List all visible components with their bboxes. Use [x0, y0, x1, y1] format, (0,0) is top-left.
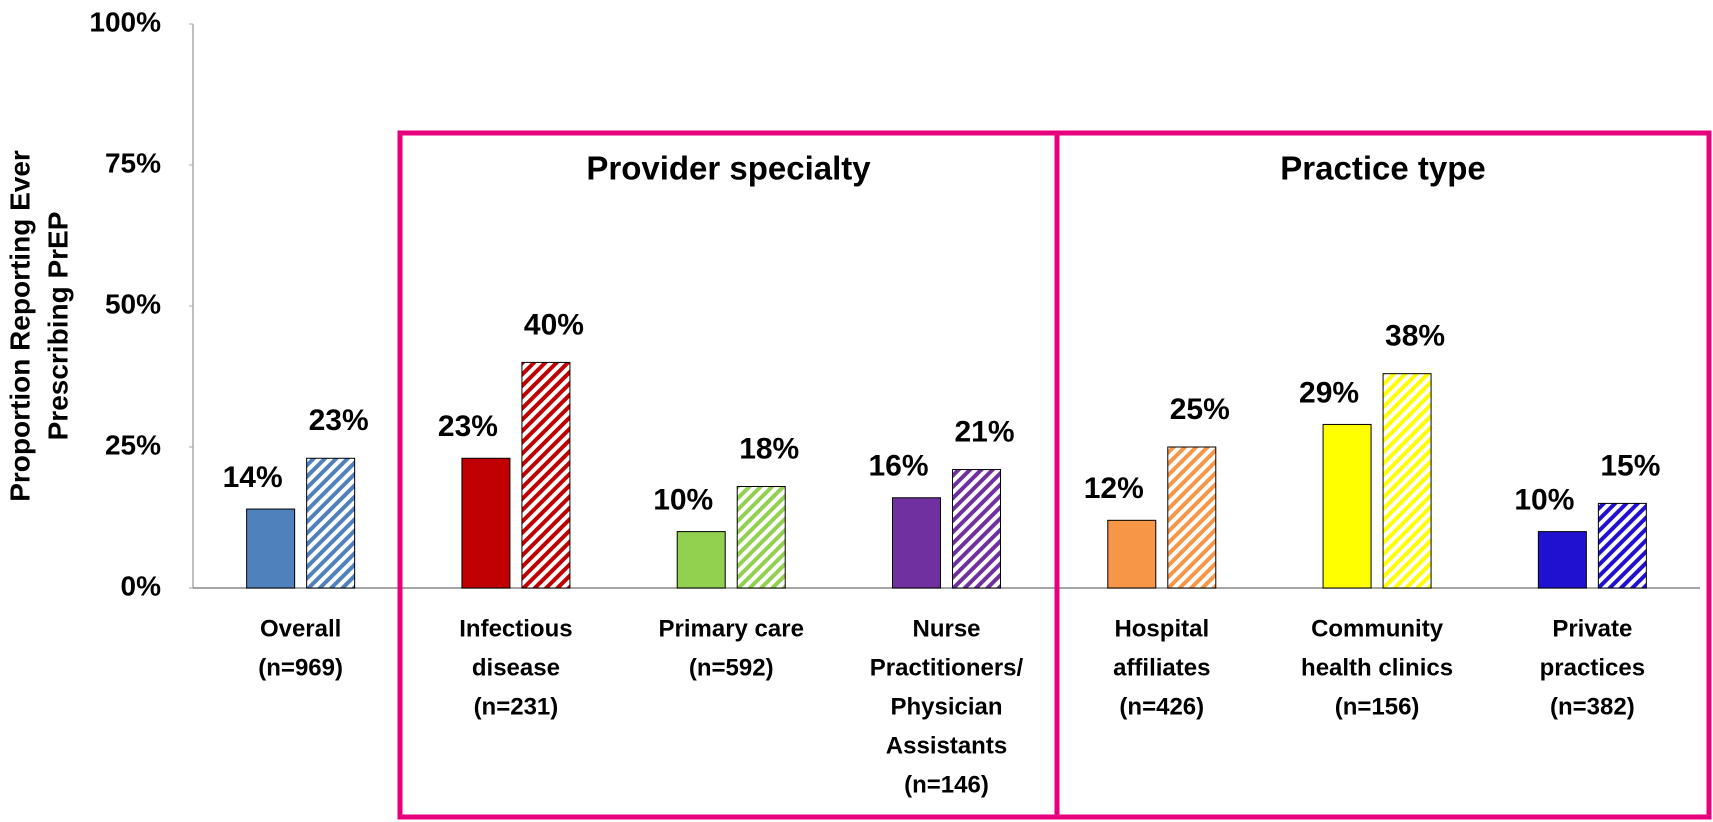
bar: [1382, 373, 1432, 589]
y-tick-label: 25%: [105, 429, 161, 460]
x-tick-label: Hospital: [1114, 615, 1209, 642]
x-tick-label: Infectious: [459, 615, 572, 642]
y-axis-label: Prescribing PrEP: [42, 212, 73, 441]
data-label: 40%: [524, 308, 584, 341]
x-tick-label: Physician: [890, 693, 1002, 720]
data-label: 16%: [868, 450, 928, 483]
group-title: Practice type: [1280, 150, 1485, 187]
x-tick-label: Nurse: [912, 615, 980, 642]
bar: [892, 497, 941, 589]
x-tick-label: affiliates: [1113, 654, 1210, 681]
x-tick-label: (n=969): [258, 654, 343, 681]
x-tick-label: practices: [1540, 654, 1645, 681]
data-label: 10%: [1514, 484, 1574, 517]
data-label: 15%: [1600, 449, 1660, 482]
data-label: 12%: [1084, 472, 1144, 505]
y-axis-label: Proportion Reporting Ever: [4, 150, 35, 502]
data-label: 25%: [1170, 393, 1230, 426]
x-tick-label: Primary care: [658, 615, 803, 642]
group-title: Provider specialty: [586, 150, 871, 187]
bar: [1537, 531, 1587, 589]
x-tick-label: (n=156): [1335, 693, 1420, 720]
bar: [1597, 502, 1647, 589]
x-tick-label: Practitioners/: [870, 654, 1024, 681]
x-tick-label: (n=592): [689, 654, 774, 681]
data-label: 14%: [223, 461, 283, 494]
x-tick-label: (n=382): [1550, 693, 1635, 720]
x-tick-label: Overall: [260, 615, 341, 642]
x-tick-label: (n=231): [474, 693, 559, 720]
bar: [521, 361, 571, 589]
bar: [736, 485, 786, 589]
y-tick-label: 75%: [105, 147, 161, 178]
data-label: 23%: [309, 404, 369, 437]
bar: [246, 508, 296, 589]
x-tick-label: disease: [472, 654, 560, 681]
data-label: 18%: [739, 432, 799, 465]
data-label: 21%: [954, 415, 1014, 448]
data-label: 29%: [1299, 376, 1359, 409]
x-tick-label: Assistants: [886, 732, 1007, 759]
bar: [1107, 519, 1157, 589]
y-tick-label: 0%: [121, 570, 162, 601]
bar: [676, 531, 726, 589]
x-tick-label: Private: [1552, 615, 1632, 642]
data-label: 38%: [1385, 320, 1445, 353]
bar: [461, 457, 511, 589]
x-tick-label: (n=146): [904, 771, 989, 798]
y-tick-label: 50%: [105, 288, 161, 319]
data-label: 23%: [438, 410, 498, 443]
y-tick-label: 100%: [89, 6, 161, 37]
bar: [1322, 423, 1372, 589]
bar: [1167, 446, 1217, 589]
data-label: 10%: [653, 484, 713, 517]
x-tick-label: health clinics: [1301, 654, 1453, 681]
bar: [952, 469, 1001, 589]
bar: [306, 457, 356, 589]
x-tick-label: (n=426): [1119, 693, 1204, 720]
group-box: [1054, 130, 1712, 820]
x-tick-label: Community: [1311, 615, 1444, 642]
